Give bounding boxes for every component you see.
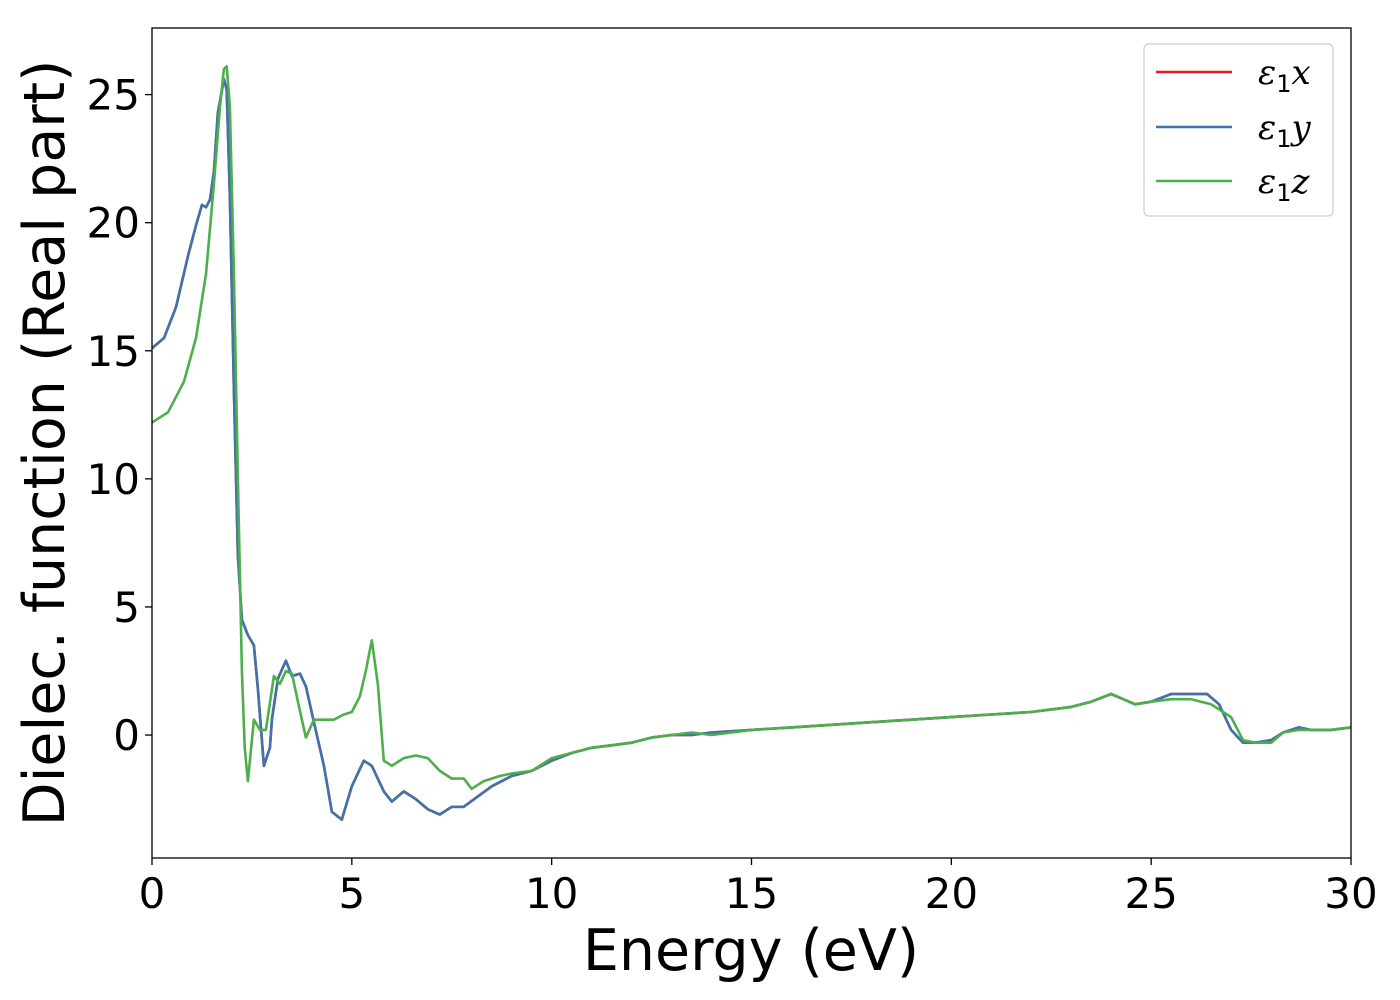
x-axis-title: Energy (eV) — [583, 918, 919, 984]
y-tick-label: 25 — [87, 71, 140, 120]
y-tick-label: 0 — [113, 711, 140, 760]
x-tick-label: 20 — [925, 869, 978, 918]
series-line-z — [152, 65, 1351, 791]
axis-ticks: 0 5 10 15 20 25 30 0 5 10 15 20 25 — [87, 71, 1378, 918]
y-tick-label: 15 — [87, 327, 140, 376]
x-tick-label: 10 — [525, 869, 578, 918]
x-tick-label: 30 — [1324, 869, 1377, 918]
legend-label-y: ε1y — [1258, 108, 1312, 153]
legend-label-z: ε1z — [1258, 162, 1311, 207]
x-tick-label: 25 — [1124, 869, 1177, 918]
y-tick-label: 5 — [113, 583, 140, 632]
x-tick-label: 5 — [338, 869, 365, 918]
legend: ε1x ε1y ε1z — [1143, 43, 1334, 217]
y-tick-label: 10 — [87, 455, 140, 504]
legend-box — [1143, 43, 1334, 217]
x-tick-label: 0 — [139, 869, 166, 918]
series-lines — [152, 65, 1351, 821]
x-tick-label: 15 — [725, 869, 778, 918]
y-tick-label: 20 — [87, 199, 140, 248]
y-axis-title: Dielec. function (Real part) — [12, 60, 78, 827]
legend-label-x: ε1x — [1258, 53, 1311, 98]
